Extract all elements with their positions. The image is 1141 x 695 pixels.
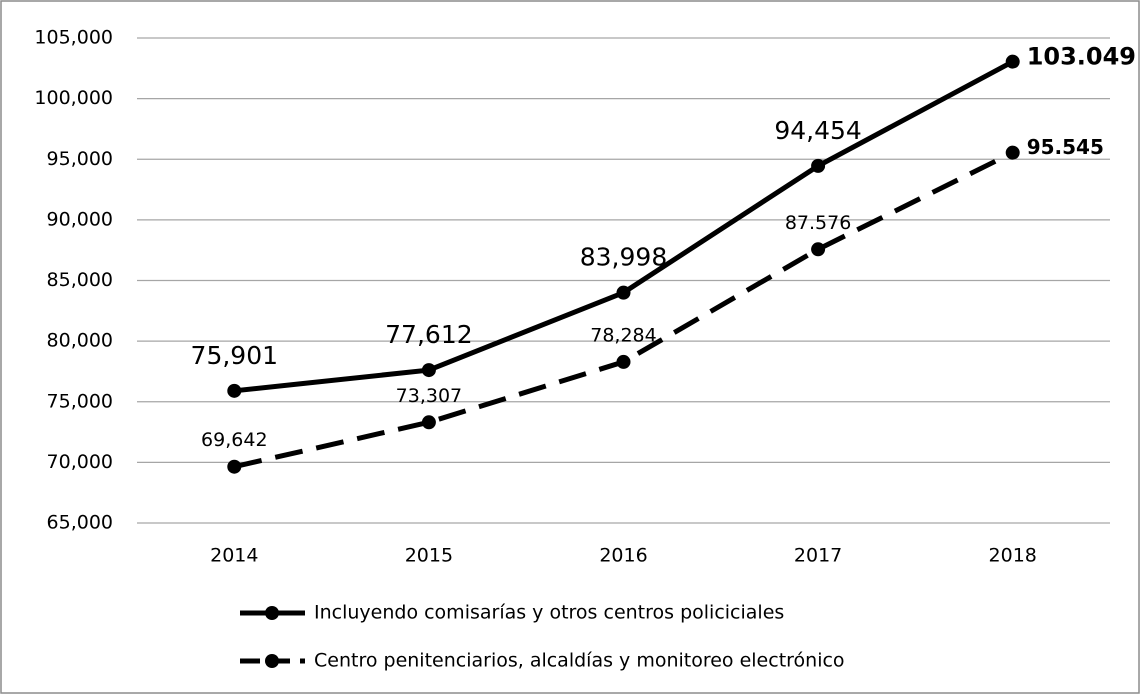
data-point <box>227 459 242 474</box>
data-label: 94,454 <box>774 116 861 145</box>
data-point <box>616 285 631 300</box>
y-tick-label: 100,000 <box>34 87 113 109</box>
data-label: 75,901 <box>191 341 278 370</box>
data-point <box>1005 54 1020 69</box>
data-label: 87.576 <box>785 212 851 234</box>
data-point <box>811 158 826 173</box>
x-tick-label: 2016 <box>599 545 647 567</box>
data-point <box>421 415 436 430</box>
data-label: 73,307 <box>396 385 462 407</box>
data-point <box>811 242 826 257</box>
data-point <box>1005 145 1020 160</box>
data-label: 83,998 <box>580 243 667 272</box>
y-tick-label: 75,000 <box>47 390 113 412</box>
x-tick-label: 2015 <box>405 545 453 567</box>
legend-label: Centro penitenciarios, alcaldías y monit… <box>314 650 845 672</box>
y-tick-label: 95,000 <box>47 148 113 170</box>
data-label: 77,612 <box>385 320 472 349</box>
legend-label: Incluyendo comisarías y otros centros po… <box>314 602 784 624</box>
legend-marker <box>265 606 279 620</box>
legend-marker <box>265 654 279 668</box>
data-point <box>421 363 436 378</box>
data-label: 103.049 <box>1027 43 1136 71</box>
data-label: 78,284 <box>590 324 656 346</box>
y-tick-label: 85,000 <box>47 269 113 291</box>
data-label: 69,642 <box>201 429 267 451</box>
y-tick-label: 65,000 <box>47 512 113 534</box>
y-tick-label: 90,000 <box>47 208 113 230</box>
x-tick-label: 2018 <box>989 545 1037 567</box>
x-tick-label: 2017 <box>794 545 842 567</box>
data-label: 95.545 <box>1027 135 1104 159</box>
x-tick-label: 2014 <box>210 545 258 567</box>
y-tick-label: 70,000 <box>47 451 113 473</box>
data-point <box>616 354 631 369</box>
data-point <box>227 383 242 398</box>
y-tick-label: 80,000 <box>47 330 113 352</box>
y-tick-label: 105,000 <box>34 27 113 49</box>
